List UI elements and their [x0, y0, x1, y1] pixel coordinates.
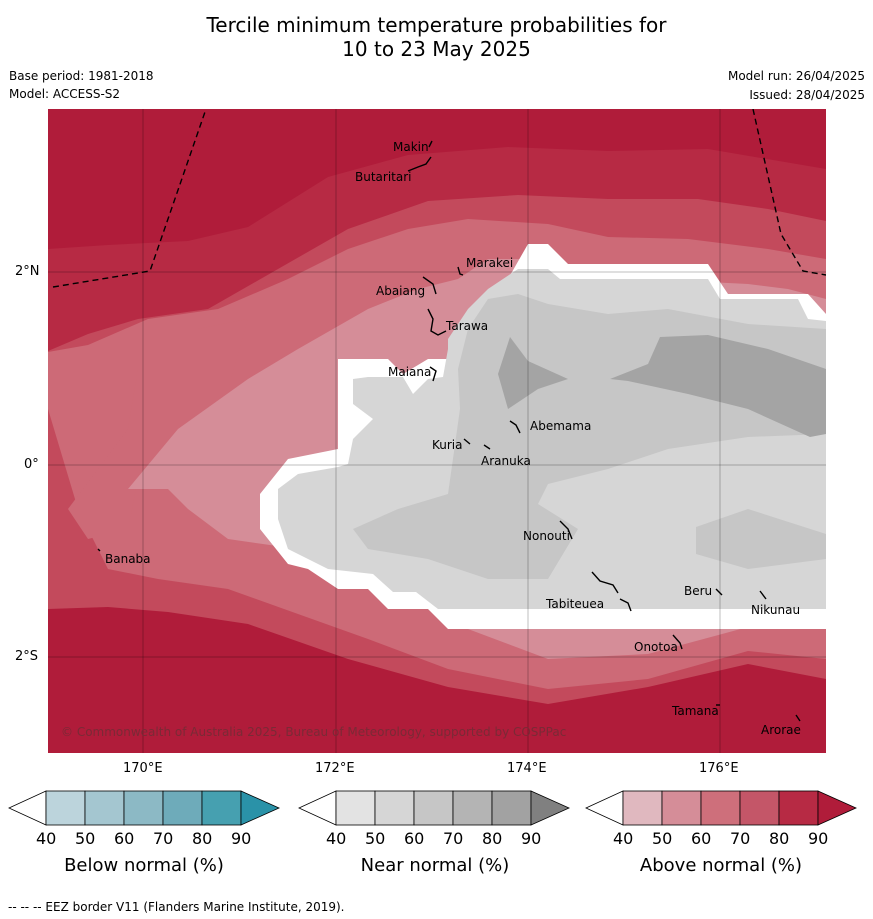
- place-label: Abemama: [530, 419, 591, 433]
- colorbar-segment: [84, 790, 125, 826]
- lon-tick: 174°E: [507, 761, 547, 776]
- place-label: Tabiteuea: [545, 597, 604, 611]
- issued-date: Issued: 28/04/2025: [749, 88, 865, 102]
- colorbar-extend-low: [298, 790, 337, 826]
- colorbar-tick-label: 40: [36, 829, 57, 848]
- colorbar-tick-label: 70: [153, 829, 174, 848]
- lat-tick: 2°N: [15, 264, 40, 279]
- model-run: Model run: 26/04/2025: [727, 69, 865, 83]
- colorbar-segment: [622, 790, 663, 826]
- band-above-60-west: [68, 319, 248, 539]
- colorbar-title-below: Below normal (%): [64, 855, 224, 876]
- colorbar-segment: [374, 790, 415, 826]
- colorbar-segment: [162, 790, 203, 826]
- colorbar-segment: [123, 790, 164, 826]
- colorbar-tick-label: 90: [231, 829, 252, 848]
- colorbar-tick-label: 60: [404, 829, 425, 848]
- colorbar-tick-label: 70: [730, 829, 751, 848]
- colorbar-title-above: Above normal (%): [639, 855, 803, 876]
- colorbar-extend-high: [530, 790, 570, 826]
- place-label: Nonouti: [523, 529, 570, 543]
- copyright: © Commonwealth of Australia 2025, Bureau…: [61, 725, 566, 739]
- place-label: Maiana: [388, 365, 431, 379]
- place-label: Butaritari: [355, 170, 412, 184]
- colorbar-near-normal: [298, 790, 570, 826]
- band-near-60-east: [696, 509, 826, 569]
- colorbar-segment: [452, 790, 493, 826]
- colorbar-tick-label: 60: [691, 829, 712, 848]
- eez-border: [52, 109, 826, 288]
- base-period: Base period: 1981-2018: [9, 69, 154, 83]
- title-line-1: Tercile minimum temperature probabilitie…: [206, 13, 667, 37]
- colorbar-tick-label: 50: [365, 829, 386, 848]
- lon-tick: 170°E: [123, 761, 163, 776]
- place-label: Marakei: [466, 256, 513, 270]
- lat-tick: 0°: [24, 457, 39, 472]
- place-label: Beru: [684, 584, 712, 598]
- graticule: [48, 109, 826, 753]
- place-label: Kuria: [432, 438, 463, 452]
- colorbar-extend-low: [8, 790, 47, 826]
- colorbar-tick-label: 50: [652, 829, 673, 848]
- place-label: Arorae: [761, 723, 801, 737]
- colorbar-extend-high: [240, 790, 280, 826]
- place-label: Tamana: [671, 704, 719, 718]
- colorbar-title-near: Near normal (%): [360, 855, 510, 876]
- colorbar-tick-label: 80: [769, 829, 790, 848]
- colorbar-segment: [661, 790, 702, 826]
- lon-tick: 172°E: [315, 761, 355, 776]
- title-line-2: 10 to 23 May 2025: [342, 37, 531, 61]
- colorbar-segment: [201, 790, 242, 826]
- eez-footnote: -- -- -- EEZ border V11 (Flanders Marine…: [8, 900, 345, 914]
- place-labels: Makin Butaritari Marakei Abaiang Tarawa …: [105, 140, 801, 737]
- colorbar-segment: [413, 790, 454, 826]
- colorbar-tick-label: 70: [443, 829, 464, 848]
- colorbar-segment: [491, 790, 532, 826]
- colorbar-segment: [778, 790, 819, 826]
- colorbar-above-normal: [585, 790, 857, 826]
- lat-tick: 2°S: [15, 649, 39, 664]
- model-name: Model: ACCESS-S2: [9, 87, 121, 101]
- colorbar-segment: [700, 790, 741, 826]
- place-label: Nikunau: [751, 603, 800, 617]
- band-near-70: [498, 337, 568, 409]
- colorbar-extend-low: [585, 790, 624, 826]
- lon-tick: 176°E: [699, 761, 739, 776]
- colorbar-extend-high: [817, 790, 857, 826]
- colorbar-tick-label: 90: [521, 829, 542, 848]
- place-label: Onotoa: [634, 640, 678, 654]
- place-label: Abaiang: [376, 284, 425, 298]
- band-near-70-east: [610, 335, 826, 437]
- colorbar-tick-label: 60: [114, 829, 135, 848]
- colorbar-segment: [45, 790, 86, 826]
- colorbar-segment: [739, 790, 780, 826]
- place-label: Banaba: [105, 552, 151, 566]
- colorbar-below-normal: [8, 790, 280, 826]
- colorbar-segment: [335, 790, 376, 826]
- place-label: Tarawa: [445, 319, 488, 333]
- colorbar-tick-label: 50: [75, 829, 96, 848]
- colorbar-tick-label: 40: [326, 829, 347, 848]
- colorbar-tick-label: 90: [808, 829, 829, 848]
- colorbar-tick-label: 80: [482, 829, 503, 848]
- place-label: Makin: [393, 140, 429, 154]
- islands: [97, 140, 801, 722]
- probability-map: Makin Butaritari Marakei Abaiang Tarawa …: [48, 109, 826, 753]
- colorbar-tick-label: 80: [192, 829, 213, 848]
- place-label: Aranuka: [481, 454, 531, 468]
- colorbar-tick-label: 40: [613, 829, 634, 848]
